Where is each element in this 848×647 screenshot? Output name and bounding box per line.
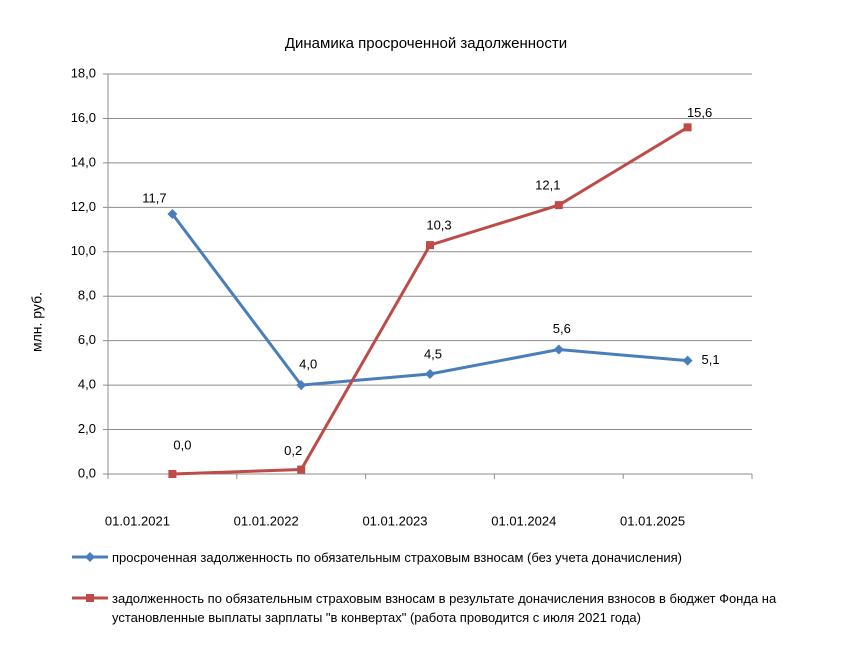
chart: Динамика просроченной задолженности млн.… <box>29 35 753 528</box>
legend-label: задолженность по обязательным страховым … <box>112 591 777 625</box>
y-tick-label: 0,0 <box>78 465 96 480</box>
y-axis-label: млн. руб. <box>29 292 45 352</box>
legend-marker <box>86 594 94 602</box>
legend-label: просроченная задолженность по обязательн… <box>112 550 683 565</box>
point-marker <box>168 470 177 478</box>
y-tick-label: 10,0 <box>71 243 96 258</box>
y-tick-label: 2,0 <box>78 421 96 436</box>
y-tick-label: 8,0 <box>78 288 96 303</box>
data-label: 0,0 <box>173 437 191 452</box>
data-label: 5,6 <box>553 321 571 336</box>
point-marker <box>553 344 564 355</box>
data-label: 5,1 <box>702 352 720 367</box>
legend-swatch <box>72 594 108 602</box>
y-tick-label: 14,0 <box>71 154 96 169</box>
y-tick-label: 6,0 <box>78 332 96 347</box>
x-tick-label: 01.01.2023 <box>362 513 427 528</box>
data-label: 12,1 <box>535 178 560 193</box>
point-marker <box>426 241 434 250</box>
point-marker <box>297 465 306 474</box>
point-marker <box>425 369 435 379</box>
legend-item: задолженность по обязательным страховым … <box>72 589 832 627</box>
point-marker <box>167 209 178 219</box>
point-marker <box>682 355 693 366</box>
series-line <box>172 126 689 476</box>
data-label: 4,0 <box>299 357 317 372</box>
legend-swatch <box>72 552 108 562</box>
point-marker <box>554 201 563 210</box>
x-tick-label: 01.01.2025 <box>620 513 685 528</box>
data-label: 4,5 <box>424 346 442 361</box>
y-tick-label: 16,0 <box>71 110 96 125</box>
data-label: 10,3 <box>426 218 451 233</box>
chart-title: Динамика просроченной задолженности <box>285 35 567 52</box>
legend-item: просроченная задолженность по обязательн… <box>72 548 832 567</box>
y-tick-label: 4,0 <box>78 377 96 392</box>
data-label: 15,6 <box>687 105 712 120</box>
x-tick-label: 01.01.2021 <box>105 513 170 528</box>
data-label: 11,7 <box>142 190 166 205</box>
x-tick-label: 01.01.2022 <box>234 513 299 528</box>
point-marker <box>683 123 692 132</box>
y-tick-label: 18,0 <box>71 65 96 80</box>
legend-marker <box>85 552 95 562</box>
point-marker <box>296 380 307 391</box>
x-tick-label: 01.01.2024 <box>491 513 556 528</box>
y-tick-label: 12,0 <box>71 199 96 214</box>
data-label: 0,2 <box>284 443 302 458</box>
